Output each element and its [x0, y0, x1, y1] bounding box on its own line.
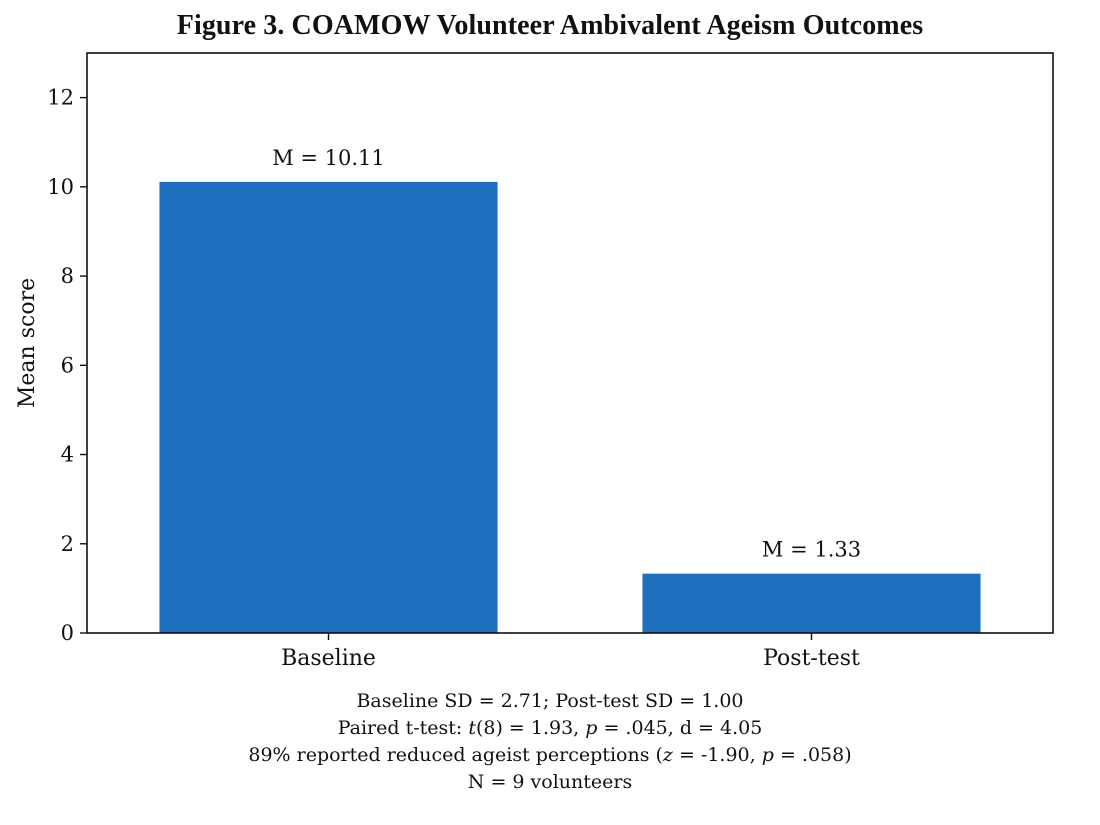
reported-p-value: = .058): [773, 744, 852, 766]
reported-prefix: 89% reported reduced ageist perceptions …: [248, 744, 663, 766]
bar-chart: 0 2 4 6 8 10 12 M = 10.11 M = 1.33 Baseline Post…: [15, 52, 1054, 671]
ttest-note: Paired t-test: t(8) = 1.93, p = .045, d …: [0, 715, 1100, 742]
plot-frame: [86, 52, 1054, 634]
y-tick-label: 2: [61, 532, 74, 556]
ttest-p-symbol: p: [585, 717, 598, 739]
reported-p-symbol: p: [761, 744, 774, 766]
reported-note: 89% reported reduced ageist perceptions …: [0, 742, 1100, 769]
chart-footnotes: Baseline SD = 2.71; Post-test SD = 1.00 …: [0, 688, 1100, 796]
y-tick-label: 12: [47, 86, 74, 110]
reported-z-value: = -1.90,: [672, 744, 762, 766]
ttest-prefix: Paired t-test:: [337, 717, 469, 739]
bar-value-label: M = 10.11: [272, 146, 385, 170]
reported-z-symbol: z: [662, 744, 673, 766]
sample-size-note: N = 9 volunteers: [467, 771, 633, 793]
y-axis-label: Mean score: [15, 278, 40, 408]
bar-value-label: M = 1.33: [762, 538, 861, 562]
ttest-p-value: = .045, d = 4.05: [597, 717, 763, 739]
bar-post-test: [642, 573, 981, 633]
bar-baseline: [159, 181, 498, 633]
chart-title: Figure 3. COAMOW Volunteer Ambivalent Ag…: [176, 10, 924, 41]
x-tick-label: Post-test: [763, 646, 860, 671]
ttest-df: (8) = 1.93,: [475, 717, 586, 739]
x-axis: Baseline Post-test: [281, 633, 860, 671]
sd-note: Baseline SD = 2.71; Post-test SD = 1.00: [356, 690, 744, 712]
y-tick-label: 0: [61, 621, 74, 645]
y-tick-label: 4: [61, 443, 74, 467]
y-axis: 0 2 4 6 8 10 12: [47, 86, 87, 645]
bar-value-labels: M = 10.11 M = 1.33: [272, 146, 861, 562]
y-tick-label: 6: [61, 353, 74, 377]
x-tick-label: Baseline: [281, 646, 376, 671]
y-tick-label: 10: [47, 175, 74, 199]
bars: [159, 181, 981, 633]
ttest-t-symbol: t: [468, 717, 476, 739]
y-tick-label: 8: [61, 264, 74, 288]
